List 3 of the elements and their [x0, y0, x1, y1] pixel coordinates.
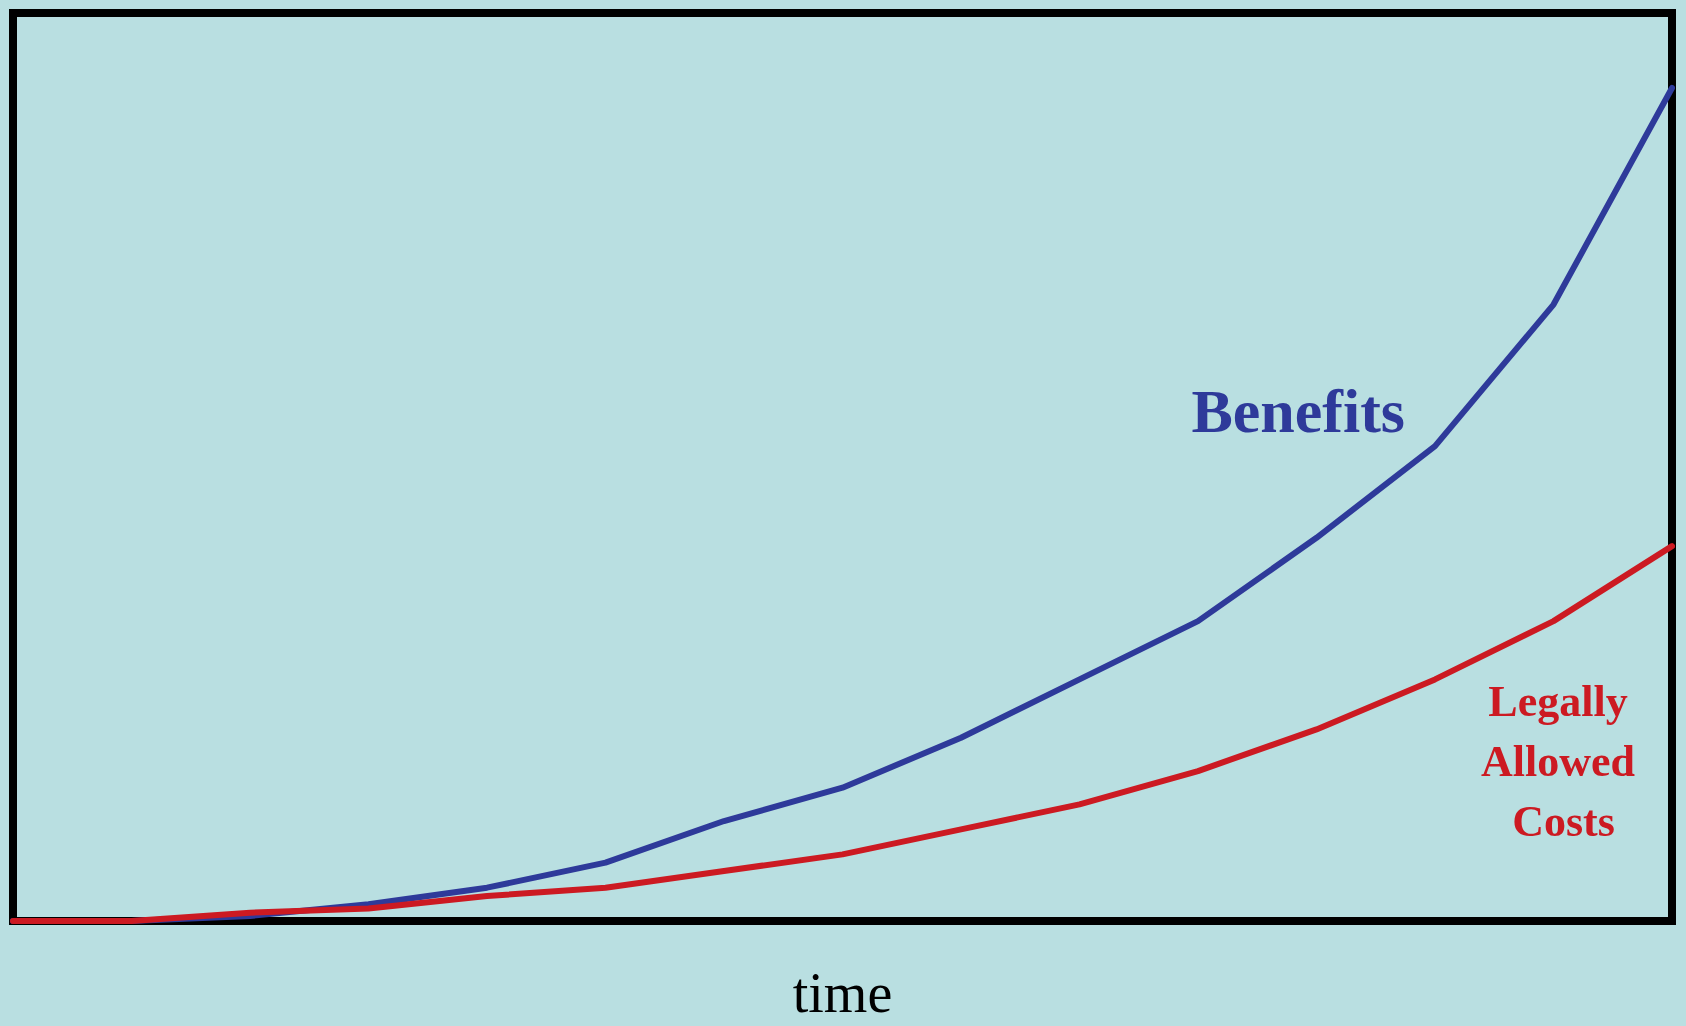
x-axis-title: time: [792, 962, 893, 1024]
series-label: Benefits: [1191, 377, 1405, 446]
series-label: Legally Allowed Costs: [1481, 676, 1646, 846]
